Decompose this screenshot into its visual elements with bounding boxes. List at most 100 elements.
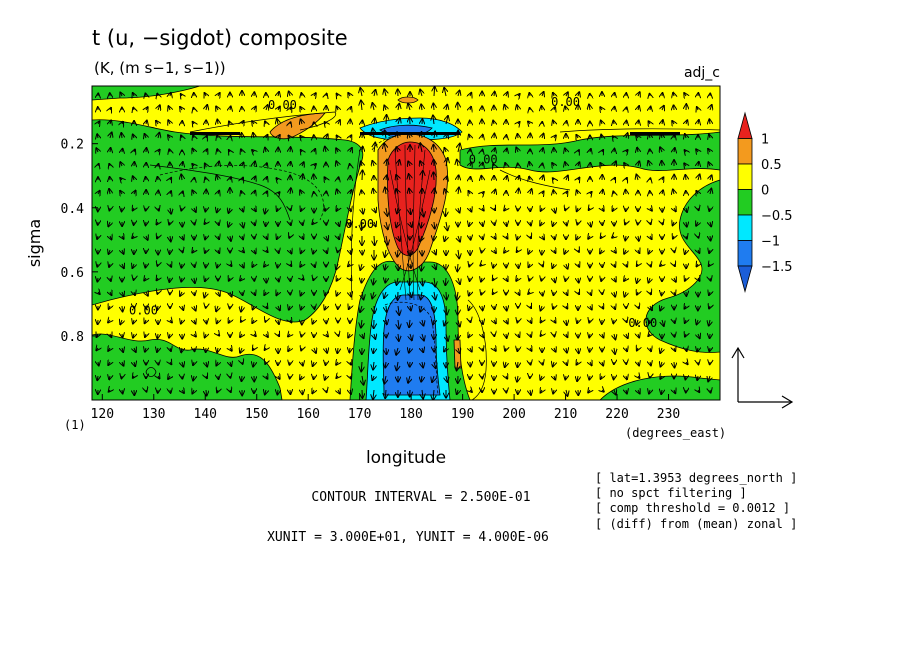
wind-vector: [649, 390, 650, 394]
wind-vector: [278, 278, 279, 281]
wind-vector: [445, 207, 446, 216]
wind-vector: [457, 390, 458, 394]
wind-vector: [373, 189, 374, 194]
wind-vector: [300, 264, 302, 267]
wind-vector: [350, 292, 351, 296]
wind-vector: [434, 291, 435, 299]
wind-vector: [266, 105, 268, 110]
wind-vector: [601, 278, 602, 281]
wind-vector: [529, 278, 530, 281]
wind-vector: [301, 306, 302, 310]
wind-vector: [434, 87, 435, 97]
wind-vector: [697, 348, 698, 351]
wind-vector: [528, 122, 530, 124]
wind-vector: [685, 278, 686, 281]
wind-vector: [662, 319, 664, 326]
wind-vector: [385, 361, 386, 368]
wind-vector: [409, 277, 410, 285]
wind-vector: [554, 250, 555, 253]
wind-vector: [408, 375, 410, 383]
wind-vector: [421, 263, 422, 271]
wind-vector: [541, 208, 542, 211]
wind-vector: [290, 162, 291, 166]
wind-vector: [648, 278, 650, 283]
wind-vector: [110, 133, 112, 138]
wind-vector: [324, 177, 326, 180]
wind-vector: [252, 150, 254, 152]
wind-vector: [470, 107, 471, 110]
reference-vectors: [731, 346, 794, 409]
wind-vector: [336, 148, 338, 152]
wind-vector: [684, 163, 686, 166]
wind-vector: [350, 135, 351, 138]
wind-vector: [373, 129, 374, 139]
chart-title: t (u, −sigdot) composite: [92, 26, 348, 50]
wind-vector: [650, 264, 651, 267]
wind-vector: [409, 348, 410, 353]
wind-vector: [553, 390, 554, 394]
colorbar-label: −1.5: [761, 260, 793, 275]
wind-vector: [336, 376, 338, 378]
wind-vector: [698, 390, 699, 392]
wind-vector: [612, 236, 614, 238]
wind-vector: [145, 134, 146, 138]
wind-vector: [626, 348, 627, 351]
wind-vector: [674, 264, 675, 266]
wind-vector: [230, 390, 231, 392]
wind-vector: [170, 348, 171, 351]
wind-vector: [469, 264, 470, 266]
wind-vector: [636, 320, 638, 325]
wind-vector: [218, 250, 219, 253]
wind-vector: [290, 320, 291, 322]
wind-vector: [241, 376, 242, 381]
wind-vector: [230, 292, 232, 296]
wind-vector: [396, 147, 398, 152]
wind-vector: [636, 136, 638, 138]
wind-vectors: [96, 87, 711, 400]
wind-vector: [710, 105, 712, 110]
wind-vector: [373, 389, 374, 399]
wind-vector: [205, 334, 206, 337]
green-dot: [145, 367, 157, 377]
wind-vector: [553, 190, 554, 194]
wind-vector: [577, 190, 578, 194]
wind-vector: [433, 236, 434, 240]
wind-vector: [302, 162, 304, 166]
wind-vector: [444, 236, 446, 241]
wind-vector: [685, 134, 686, 138]
wind-vector: [684, 306, 686, 309]
wind-vector: [613, 320, 614, 323]
wind-vector: [362, 207, 363, 214]
wind-vector: [385, 187, 386, 195]
wind-vector: [278, 92, 279, 96]
wind-vector: [350, 278, 351, 280]
wind-vector: [266, 334, 268, 337]
wind-vector: [362, 147, 363, 152]
wind-vector: [518, 94, 520, 96]
wind-vector: [264, 264, 266, 267]
wind-vector: [122, 292, 124, 296]
wind-vector: [157, 264, 158, 266]
wind-vector: [252, 121, 254, 124]
wind-vector: [600, 163, 602, 166]
wind-vector: [181, 94, 182, 96]
wind-vector: [637, 348, 638, 350]
wind-vector: [350, 208, 351, 211]
wind-vector: [265, 148, 266, 152]
contour-label: 0.00: [129, 303, 158, 317]
wind-vector: [98, 191, 100, 194]
wind-vector: [373, 361, 374, 370]
contour-label: 0.00: [469, 153, 498, 167]
wind-vector: [181, 348, 182, 352]
wind-vector: [433, 320, 434, 324]
wind-vector: [169, 222, 170, 225]
wind-vector: [182, 162, 183, 166]
wind-vector: [420, 161, 422, 166]
wind-vector: [708, 149, 710, 152]
wind-vector: [290, 188, 291, 195]
wind-vector: [264, 292, 266, 295]
wind-vector: [709, 348, 710, 351]
wind-vector: [566, 334, 567, 337]
wind-vector: [601, 376, 602, 379]
wind-vector: [518, 122, 520, 124]
